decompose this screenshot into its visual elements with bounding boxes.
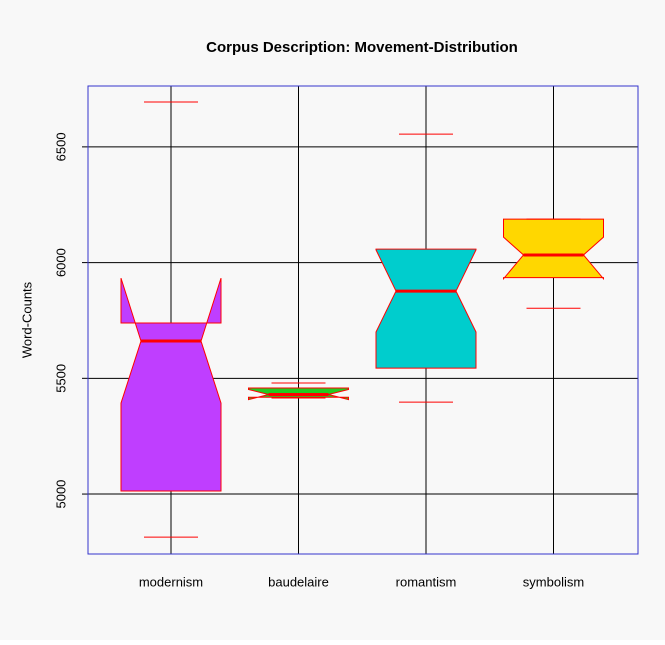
box — [375, 248, 477, 369]
y-axis-label: Word-Counts — [19, 281, 34, 358]
box — [503, 218, 604, 281]
x-tick-label: romantism — [396, 574, 457, 589]
x-tick-label: modernism — [139, 574, 203, 589]
x-tick-label: baudelaire — [268, 574, 329, 589]
chart-title: Corpus Description: Movement-Distributio… — [206, 39, 518, 56]
y-tick-label: 6000 — [53, 248, 68, 277]
box — [120, 277, 222, 492]
x-tick-label: symbolism — [523, 574, 584, 589]
plot-border — [87, 85, 639, 555]
y-tick-label: 6500 — [53, 132, 68, 161]
y-tick-label: 5500 — [53, 364, 68, 393]
y-tick-label: 5000 — [53, 480, 68, 509]
